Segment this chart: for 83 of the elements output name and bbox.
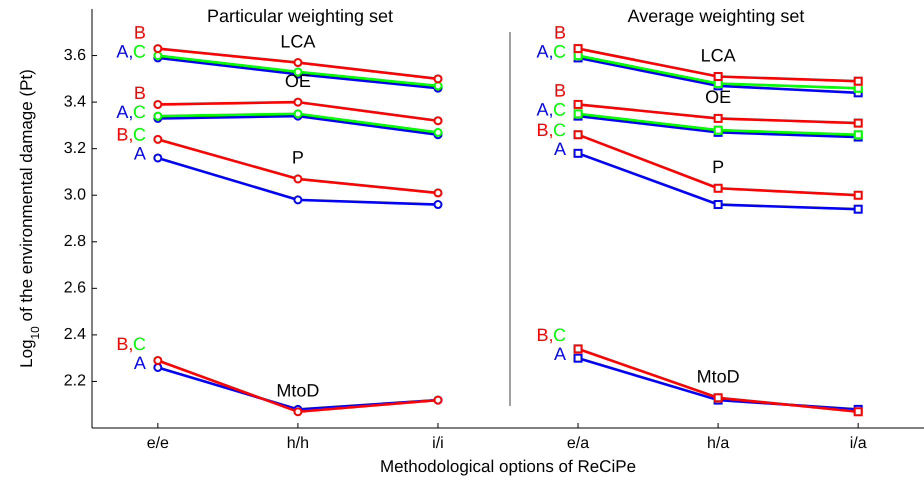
series-label: A: [134, 353, 146, 374]
point: [854, 130, 863, 140]
series-label: A: [554, 139, 566, 160]
point: [293, 195, 302, 204]
series-label: B,: [116, 334, 134, 354]
point: [153, 153, 162, 162]
y-tick-label: 2.6: [64, 280, 86, 297]
x-tick-label: h/a: [706, 435, 730, 452]
point: [574, 44, 583, 54]
series-label: C: [553, 100, 566, 120]
point: [153, 356, 162, 365]
x-tick-label: i/a: [850, 435, 867, 452]
series-label: B: [554, 80, 566, 100]
point: [714, 184, 723, 193]
series-label: C: [553, 41, 566, 62]
point: [433, 200, 442, 210]
y-tick-label: 3.2: [64, 140, 86, 157]
legend-label: C: [553, 120, 566, 140]
series-label: A,: [536, 41, 554, 62]
x-tick-label: e/a: [566, 435, 590, 452]
series-label: A,: [116, 102, 134, 122]
point: [293, 109, 302, 118]
series-label: B,: [116, 124, 134, 145]
series-label: B,: [536, 324, 554, 345]
annotation: OE: [705, 87, 732, 108]
point: [854, 76, 863, 86]
y-tick-label: 3.6: [64, 46, 86, 64]
series-label: B,: [536, 120, 554, 140]
y-tick-label: 2.4: [64, 326, 86, 344]
point: [854, 118, 863, 128]
point: [433, 81, 442, 90]
point: [153, 44, 162, 54]
point: [433, 128, 442, 137]
point: [574, 344, 583, 354]
point: [574, 354, 583, 363]
point: [153, 134, 162, 144]
point: [293, 58, 302, 68]
annotation: P: [712, 156, 724, 177]
y-tick-label: 2.2: [64, 372, 86, 390]
point: [433, 188, 442, 198]
point: [574, 109, 583, 118]
annotation: LCA: [700, 45, 736, 66]
annotation: LCA: [280, 31, 316, 52]
series-label: B: [554, 22, 566, 42]
series-label: A,: [536, 100, 554, 120]
point: [714, 200, 723, 210]
legend-label: C: [132, 334, 146, 354]
point: [433, 74, 442, 84]
point: [854, 204, 863, 214]
point: [433, 116, 442, 126]
annotation: Average weighting set: [628, 6, 804, 26]
series-label: C: [132, 102, 146, 122]
y-tick-label: 2.8: [64, 232, 86, 250]
point: [293, 174, 302, 184]
legend-label: C: [132, 124, 146, 145]
series-label: A: [554, 344, 566, 364]
point: [714, 114, 723, 123]
y-tick-label: 3.4: [64, 93, 86, 110]
point: [714, 393, 723, 402]
point: [574, 148, 583, 158]
point: [714, 72, 723, 82]
point: [293, 407, 302, 416]
point: [854, 190, 863, 200]
point: [293, 98, 302, 107]
series-label: A: [134, 144, 146, 164]
point: [854, 407, 863, 416]
annotation: MtoD: [696, 366, 740, 386]
x-axis-title: Methodological options of ReCiPe: [380, 457, 636, 476]
series-label: A,: [116, 41, 134, 62]
annotation: P: [292, 148, 304, 168]
annotation: MtoD: [276, 380, 320, 400]
annotation: Particular weighting set: [206, 6, 394, 26]
point: [574, 130, 583, 140]
series-label: B: [134, 82, 146, 103]
series-label: B: [134, 22, 146, 42]
x-tick-label: e/e: [146, 435, 170, 452]
legend-label: C: [553, 324, 566, 345]
series-label: C: [132, 41, 146, 62]
point: [153, 100, 162, 109]
x-tick-label: h/h: [286, 435, 310, 452]
y-tick-label: 3.0: [64, 186, 86, 204]
x-tick-label: i/i: [432, 435, 444, 452]
point: [574, 100, 583, 109]
